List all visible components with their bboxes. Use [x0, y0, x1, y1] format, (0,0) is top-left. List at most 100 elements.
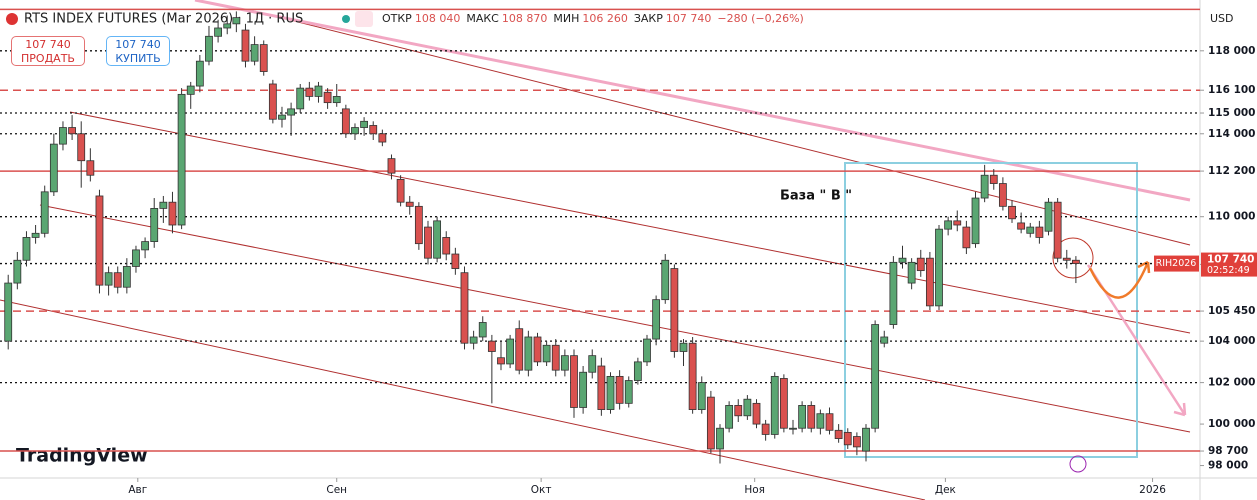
x-tick-label: Дек: [935, 484, 956, 496]
symbol-label-box: [1154, 255, 1199, 272]
ohlc-label: МИН: [553, 12, 579, 25]
candle-body: [852, 436, 861, 448]
candle-body: [971, 197, 980, 245]
candle-body: [177, 93, 186, 226]
annotation: База " В ": [780, 189, 852, 204]
candle-body: [159, 201, 168, 209]
candle-body: [825, 413, 834, 431]
candle-body: [259, 44, 268, 72]
candle-body: [542, 344, 551, 363]
candle-body: [232, 17, 241, 25]
ohlc-value: 107 740: [666, 12, 712, 25]
candle-body: [451, 253, 460, 269]
y-tick-label: 100 000: [1208, 418, 1256, 430]
drawings: [0, 0, 1191, 500]
candle-body: [141, 241, 149, 251]
candle-body: [414, 205, 423, 245]
candle-body: [378, 133, 387, 143]
y-tick-label: 110 000: [1208, 211, 1256, 223]
y-tick-label: 118 000: [1208, 45, 1256, 57]
y-tick-label: 112 200: [1208, 165, 1256, 177]
candle-body: [1071, 259, 1080, 264]
highlight-circle: [1052, 237, 1094, 279]
candle-body: [241, 29, 250, 62]
sell-button[interactable]: 107 740 ПРОДАТЬ: [11, 36, 85, 66]
y-tick-label: 98 700: [1208, 445, 1248, 457]
candle-body: [405, 201, 414, 207]
candle-body: [907, 261, 916, 284]
y-tick-label: 105 450: [1208, 305, 1256, 317]
candle-body: [944, 220, 953, 230]
candle-body: [278, 114, 286, 120]
candle-body: [670, 268, 679, 352]
ohlc-value: 108 870: [502, 12, 548, 25]
candle-body: [953, 220, 962, 226]
candle-body: [469, 336, 478, 344]
candle-body: [296, 87, 305, 110]
candle-body: [679, 342, 688, 352]
candle-body: [433, 220, 442, 259]
ohlc-label: ОТКР: [382, 12, 412, 25]
channel-line: [39, 204, 1191, 433]
candle-body: [597, 365, 606, 410]
candle-body: [487, 340, 496, 352]
candle-body: [551, 344, 560, 371]
candle-body: [789, 427, 797, 430]
candle-body: [1053, 201, 1062, 259]
trend-line: [194, 0, 1191, 202]
y-tick-label: 115 000: [1208, 107, 1256, 119]
ohlc-change: −280 (−0,26%): [717, 12, 803, 25]
ohlc-label: ЗАКР: [634, 12, 663, 25]
candle-body: [533, 336, 542, 363]
buy-button[interactable]: 107 740 КУПИТЬ: [106, 36, 170, 66]
candle-body: [442, 237, 451, 255]
candle-body: [798, 405, 807, 429]
channel-line: [249, 9, 1191, 246]
candle-body: [95, 195, 104, 286]
candle-body: [807, 405, 816, 429]
candle-body: [524, 336, 533, 371]
candle-body: [195, 60, 204, 87]
candle-body: [205, 35, 213, 62]
candle-body: [460, 272, 469, 344]
candle-body: [13, 259, 22, 284]
candle-body: [989, 174, 998, 184]
candle-body: [387, 158, 396, 174]
symbol-label: RIH2026: [1156, 258, 1197, 269]
event-icon: [1069, 455, 1087, 473]
candle-body: [980, 174, 989, 199]
x-tick-label: 2026: [1139, 484, 1166, 496]
x-tick-label: Окт: [531, 484, 552, 496]
candle-body: [132, 249, 140, 267]
candle-body: [314, 85, 323, 97]
candle-body: [515, 328, 524, 371]
price-label: 107 740: [1207, 254, 1255, 266]
arrow-bounce: [1088, 260, 1151, 299]
ohlc-value: 108 040: [415, 12, 461, 25]
candle-body: [59, 127, 67, 145]
y-tick-label: 104 000: [1208, 335, 1256, 347]
symbol-title: RTS INDEX FUTURES (Mar 2026) · 1Д · RUS: [24, 12, 303, 27]
y-tick-label: 98 000: [1208, 460, 1248, 472]
x-tick-label: Сен: [326, 484, 347, 496]
candle-body: [570, 355, 578, 408]
candle-body: [624, 380, 633, 404]
candle-body: [22, 237, 31, 261]
candle-body: [779, 378, 788, 429]
candle-body: [633, 361, 642, 381]
candle-body: [168, 201, 177, 226]
candle-body: [360, 120, 369, 128]
sell-label: ПРОДАТЬ: [21, 52, 75, 65]
candle-body: [889, 261, 898, 325]
channel-line: [0, 299, 926, 500]
candle-body: [150, 208, 159, 242]
candle-body: [880, 336, 889, 344]
candle-body: [250, 44, 259, 62]
candle-body: [998, 183, 1007, 207]
sell-price: 107 740: [25, 38, 71, 51]
x-tick-label: Ноя: [744, 484, 765, 496]
candle-body: [661, 259, 670, 301]
candle-body: [77, 133, 86, 162]
candle-body: [706, 396, 715, 450]
